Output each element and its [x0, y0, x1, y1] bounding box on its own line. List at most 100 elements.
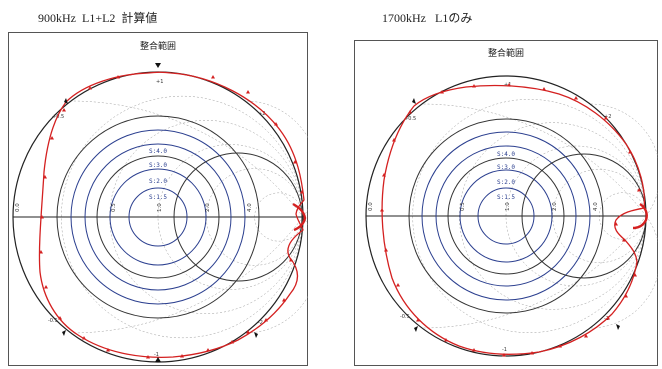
- reactance-arc: [589, 215, 658, 329]
- curve-marker: [274, 122, 278, 126]
- swr-circle-4-0: [70, 129, 246, 305]
- curve-marker: [604, 116, 608, 120]
- curve-marker: [380, 208, 384, 212]
- curve-marker: [622, 238, 626, 242]
- region-circle-inner: [96, 155, 220, 279]
- marker-lower-left: [414, 326, 418, 332]
- curve-marker: [106, 348, 110, 352]
- resistance-label: 4.0: [247, 203, 253, 212]
- matching-curve-tail: [292, 202, 307, 232]
- curve-marker: [88, 86, 92, 90]
- resistance-label: 0.5: [460, 202, 466, 211]
- curve-marker: [542, 87, 546, 91]
- swr-circle-2-0: [109, 168, 207, 266]
- swr-circle-1-5: [128, 187, 188, 247]
- curve-marker: [264, 318, 268, 322]
- swr-label: S:1.5: [149, 194, 167, 201]
- curve-marker: [146, 355, 150, 359]
- curve-marker: [408, 110, 412, 114]
- caption-left: 900kHz L1+L2 計算値: [38, 11, 158, 25]
- matching-curve: [38, 71, 305, 358]
- curve-marker: [62, 108, 66, 112]
- curve-marker: [43, 175, 47, 179]
- curve-marker: [246, 90, 250, 94]
- curve-marker: [40, 215, 44, 219]
- swr-label: S:1.5: [497, 194, 515, 201]
- resistance-label: 0.0: [15, 203, 21, 212]
- curve-marker: [50, 136, 54, 140]
- marker-upper-left: [64, 98, 68, 104]
- matching-curve: [381, 84, 646, 355]
- curve-marker: [44, 285, 48, 289]
- curve-marker: [614, 222, 618, 226]
- smith-chart-right: 整合範囲 S:4.0 S:3.0 S:2.0 S:1.5 0.0 0.5 1.0…: [354, 40, 658, 366]
- curve-marker: [58, 316, 62, 320]
- smith-chart-panel-right: 整合範囲 S:4.0 S:3.0 S:2.0 S:1.5 0.0 0.5 1.0…: [354, 40, 658, 366]
- curve-marker: [396, 283, 400, 287]
- reactance-arc: [589, 103, 658, 217]
- curve-marker: [530, 351, 534, 355]
- curve-marker: [472, 348, 476, 352]
- resistance-label: 0.5: [111, 203, 117, 212]
- curve-marker: [392, 138, 396, 142]
- panel-title: 整合範囲: [140, 40, 176, 52]
- curve-marker: [574, 96, 578, 100]
- marker-top: [155, 63, 161, 68]
- swr-label: S:2.0: [497, 179, 515, 186]
- swr-circle-2-0: [459, 169, 553, 263]
- curve-marker: [558, 344, 562, 348]
- region-circle-right: [173, 152, 303, 282]
- curve-marker: [637, 188, 641, 192]
- swr-label: S:2.0: [149, 178, 167, 185]
- marker-lower-right: [254, 332, 258, 338]
- curve-marker: [606, 316, 610, 320]
- swr-circle-4-0: [421, 131, 591, 301]
- matching-curve-tail: [632, 203, 648, 230]
- reactance-arc: [70, 216, 304, 334]
- marker-upper-left: [412, 98, 416, 104]
- curve-marker: [382, 173, 386, 177]
- resistance-label: 0.0: [368, 202, 374, 211]
- reactance-label: +2: [604, 114, 611, 120]
- reactance-label: -0.5: [48, 318, 58, 324]
- region-circle-outer: [56, 115, 260, 319]
- swr-circle-3-0: [435, 145, 577, 287]
- region-circle-inner: [447, 157, 565, 275]
- curve-marker: [416, 318, 420, 322]
- swr-label: S:3.0: [149, 162, 167, 169]
- reactance-label: -2: [258, 320, 263, 326]
- resistance-label: 4.0: [593, 202, 599, 211]
- curve-marker: [230, 340, 234, 344]
- resistance-label: 1.0: [505, 202, 511, 211]
- marker-bottom: [155, 357, 161, 362]
- smith-chart-panel-left: 整合範囲 S:4.0 S:3.0 S:2.0 S:1.5 0.0 0.5 1.0…: [8, 32, 308, 366]
- curve-markers: [39, 75, 304, 359]
- curve-marker: [444, 338, 448, 342]
- curve-marker: [472, 84, 476, 88]
- curve-marker: [502, 353, 506, 357]
- curve-marker: [633, 273, 637, 277]
- panel-frame: [354, 40, 658, 366]
- reactance-label: +0.5: [52, 114, 64, 120]
- reactance-label: +2: [258, 111, 265, 117]
- marker-lower-left: [62, 330, 66, 336]
- curve-marker: [584, 334, 588, 338]
- curve-marker: [628, 150, 632, 154]
- curve-marker: [180, 354, 184, 358]
- reactance-label: -1: [502, 347, 507, 353]
- reactance-label: +1: [156, 79, 163, 85]
- reactance-arc: [70, 100, 304, 218]
- curve-marker: [384, 248, 388, 252]
- swr-circle-1-5: [477, 187, 535, 245]
- swr-label: S:4.0: [149, 148, 167, 155]
- curve-marker: [624, 294, 628, 298]
- marker-lower-right: [616, 324, 620, 330]
- resistance-label: 2.0: [205, 203, 211, 212]
- curve-marker: [293, 160, 297, 164]
- reactance-label: -1: [154, 352, 159, 358]
- reactance-label: +0.5: [404, 116, 416, 122]
- reactance-arc: [421, 215, 647, 329]
- curve-marker: [211, 75, 215, 79]
- region-circle-outer: [408, 118, 604, 314]
- curve-marker: [82, 336, 86, 340]
